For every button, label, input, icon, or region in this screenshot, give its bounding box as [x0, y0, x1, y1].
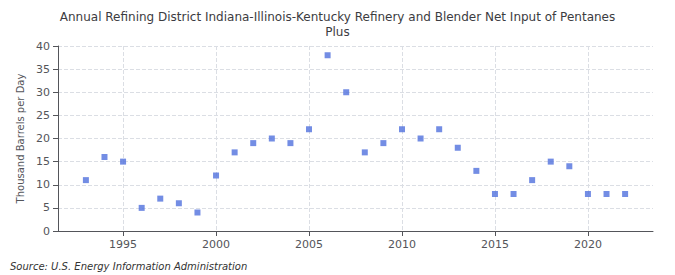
svg-text:2020: 2020	[574, 238, 602, 251]
svg-text:2005: 2005	[295, 238, 323, 251]
svg-text:Source: U.S. Energy Informatio: Source: U.S. Energy Information Administ…	[10, 261, 247, 272]
svg-text:2015: 2015	[481, 238, 509, 251]
svg-text:2010: 2010	[388, 238, 416, 251]
svg-text:15: 15	[36, 155, 50, 168]
svg-text:Plus: Plus	[325, 25, 349, 39]
svg-text:10: 10	[36, 178, 50, 191]
svg-text:25: 25	[36, 109, 50, 122]
svg-text:1995: 1995	[109, 238, 137, 251]
svg-text:Annual Refining District India: Annual Refining District Indiana-Illinoi…	[60, 10, 615, 24]
svg-text:35: 35	[36, 63, 50, 76]
svg-text:30: 30	[36, 86, 50, 99]
svg-text:Thousand Barrels per Day: Thousand Barrels per Day	[15, 74, 26, 205]
svg-text:5: 5	[43, 201, 50, 214]
svg-text:2000: 2000	[202, 238, 230, 251]
svg-text:40: 40	[36, 40, 50, 53]
svg-text:0: 0	[43, 225, 50, 238]
svg-text:20: 20	[36, 132, 50, 145]
